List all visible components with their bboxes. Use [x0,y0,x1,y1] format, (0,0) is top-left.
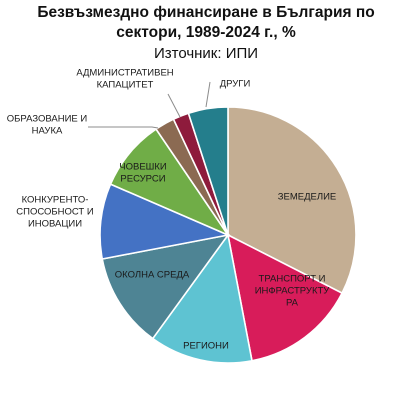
slice-label-6-line-2: РЕСУРСИ [120,174,165,185]
slice-label-9: ДРУГИ [220,79,251,90]
slice-label-6-line-1: ЧОВЕШКИ [119,162,167,173]
chart-source: Източник: ИПИ [154,45,258,62]
leader-line-7 [88,126,159,129]
pie-slice-2 [226,233,344,362]
slice-label-6: ЧОВЕШКИ РЕСУРСИ [119,162,167,185]
slice-label-7-line-2: НАУКА [32,126,63,137]
slice-label-2-line-3: РА [286,298,299,309]
leader-line-9 [205,81,211,108]
slice-label-2-line-1: ТРАНСПОРТ И [259,274,326,285]
chart-title-line-2: сектори, 1989-2024 г., % [116,24,296,41]
slice-label-8-line-1: АДМИНИСТРАТИВЕН [76,68,173,79]
pie-slice-3 [151,233,253,364]
slice-label-3-line-1: РЕГИОНИ [183,341,229,352]
pie-slice-5 [99,183,231,260]
slice-label-1-line-1: ЗЕМЕДЕЛИЕ [278,192,337,203]
slice-label-9-line-1: ДРУГИ [220,79,251,90]
slice-label-7: ОБРАЗОВАНИЕ И НАУКА [7,114,88,137]
slice-label-2: ТРАНСПОРТ И ИНФРАСТРУКТУ РА [255,274,331,309]
pie-slice-9 [187,106,229,236]
slice-label-4: ОКОЛНА СРЕДА [115,270,190,281]
slice-label-5-line-3: ИНОВАЦИИ [28,219,82,230]
slice-label-5: КОНКУРЕНТО-СПОСОБНОСТ И ИНОВАЦИИ [16,195,94,230]
slice-label-5-line-1: КОНКУРЕНТО- [22,195,89,206]
slice-label-3: РЕГИОНИ [183,341,229,352]
slice-label-7-line-1: ОБРАЗОВАНИЕ И [7,114,88,125]
slice-label-2-line-2: ИНФРАСТРУКТУ [255,286,331,297]
slice-label-8-line-2: КАПАЦИТЕТ [97,80,154,91]
pie-slice-1 [227,106,357,295]
leader-line-8 [167,93,181,118]
chart-title-line-1: Безвъзмездно финансиране в България по [37,4,374,21]
pie-slice-4 [101,233,230,340]
slice-label-1: ЗЕМЕДЕЛИЕ [278,192,337,203]
slice-label-4-line-1: ОКОЛНА СРЕДА [115,270,190,281]
slice-label-8: АДМИНИСТРАТИВЕН КАПАЦИТЕТ [76,68,173,91]
slice-label-5-line-2: СПОСОБНОСТ И [16,207,94,218]
